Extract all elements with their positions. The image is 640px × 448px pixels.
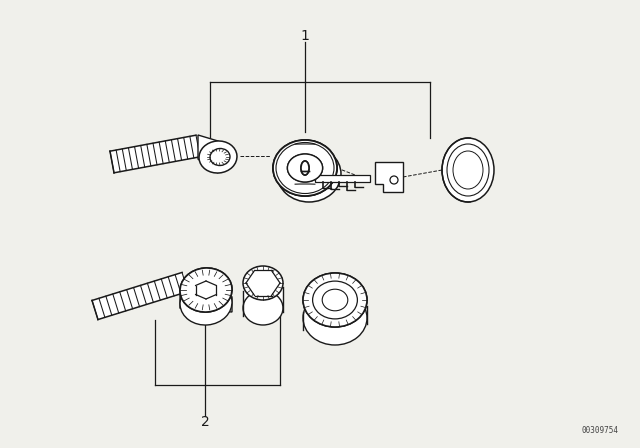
Ellipse shape — [276, 142, 334, 194]
Polygon shape — [110, 135, 200, 173]
Ellipse shape — [243, 291, 283, 325]
Ellipse shape — [322, 289, 348, 311]
Ellipse shape — [287, 154, 323, 182]
Text: 2: 2 — [200, 415, 209, 429]
Ellipse shape — [287, 154, 323, 182]
Text: 1: 1 — [301, 29, 309, 43]
Ellipse shape — [180, 281, 232, 325]
Ellipse shape — [199, 141, 237, 173]
Ellipse shape — [303, 273, 367, 327]
Polygon shape — [315, 175, 370, 182]
Polygon shape — [180, 295, 232, 312]
Ellipse shape — [273, 140, 337, 196]
Ellipse shape — [447, 144, 489, 196]
Ellipse shape — [180, 268, 232, 312]
Ellipse shape — [301, 161, 309, 175]
Ellipse shape — [301, 161, 309, 175]
Ellipse shape — [390, 176, 398, 184]
Polygon shape — [375, 162, 403, 192]
Ellipse shape — [276, 142, 334, 194]
Ellipse shape — [303, 273, 367, 327]
Polygon shape — [198, 135, 218, 173]
Ellipse shape — [210, 148, 230, 165]
Ellipse shape — [243, 266, 283, 300]
Polygon shape — [303, 306, 367, 330]
Ellipse shape — [180, 268, 232, 312]
Polygon shape — [92, 272, 188, 319]
Ellipse shape — [273, 140, 337, 196]
Ellipse shape — [442, 138, 494, 202]
Ellipse shape — [277, 146, 341, 202]
Polygon shape — [243, 287, 283, 316]
Text: 00309754: 00309754 — [581, 426, 618, 435]
Ellipse shape — [303, 291, 367, 345]
Ellipse shape — [453, 151, 483, 189]
Ellipse shape — [312, 281, 357, 319]
